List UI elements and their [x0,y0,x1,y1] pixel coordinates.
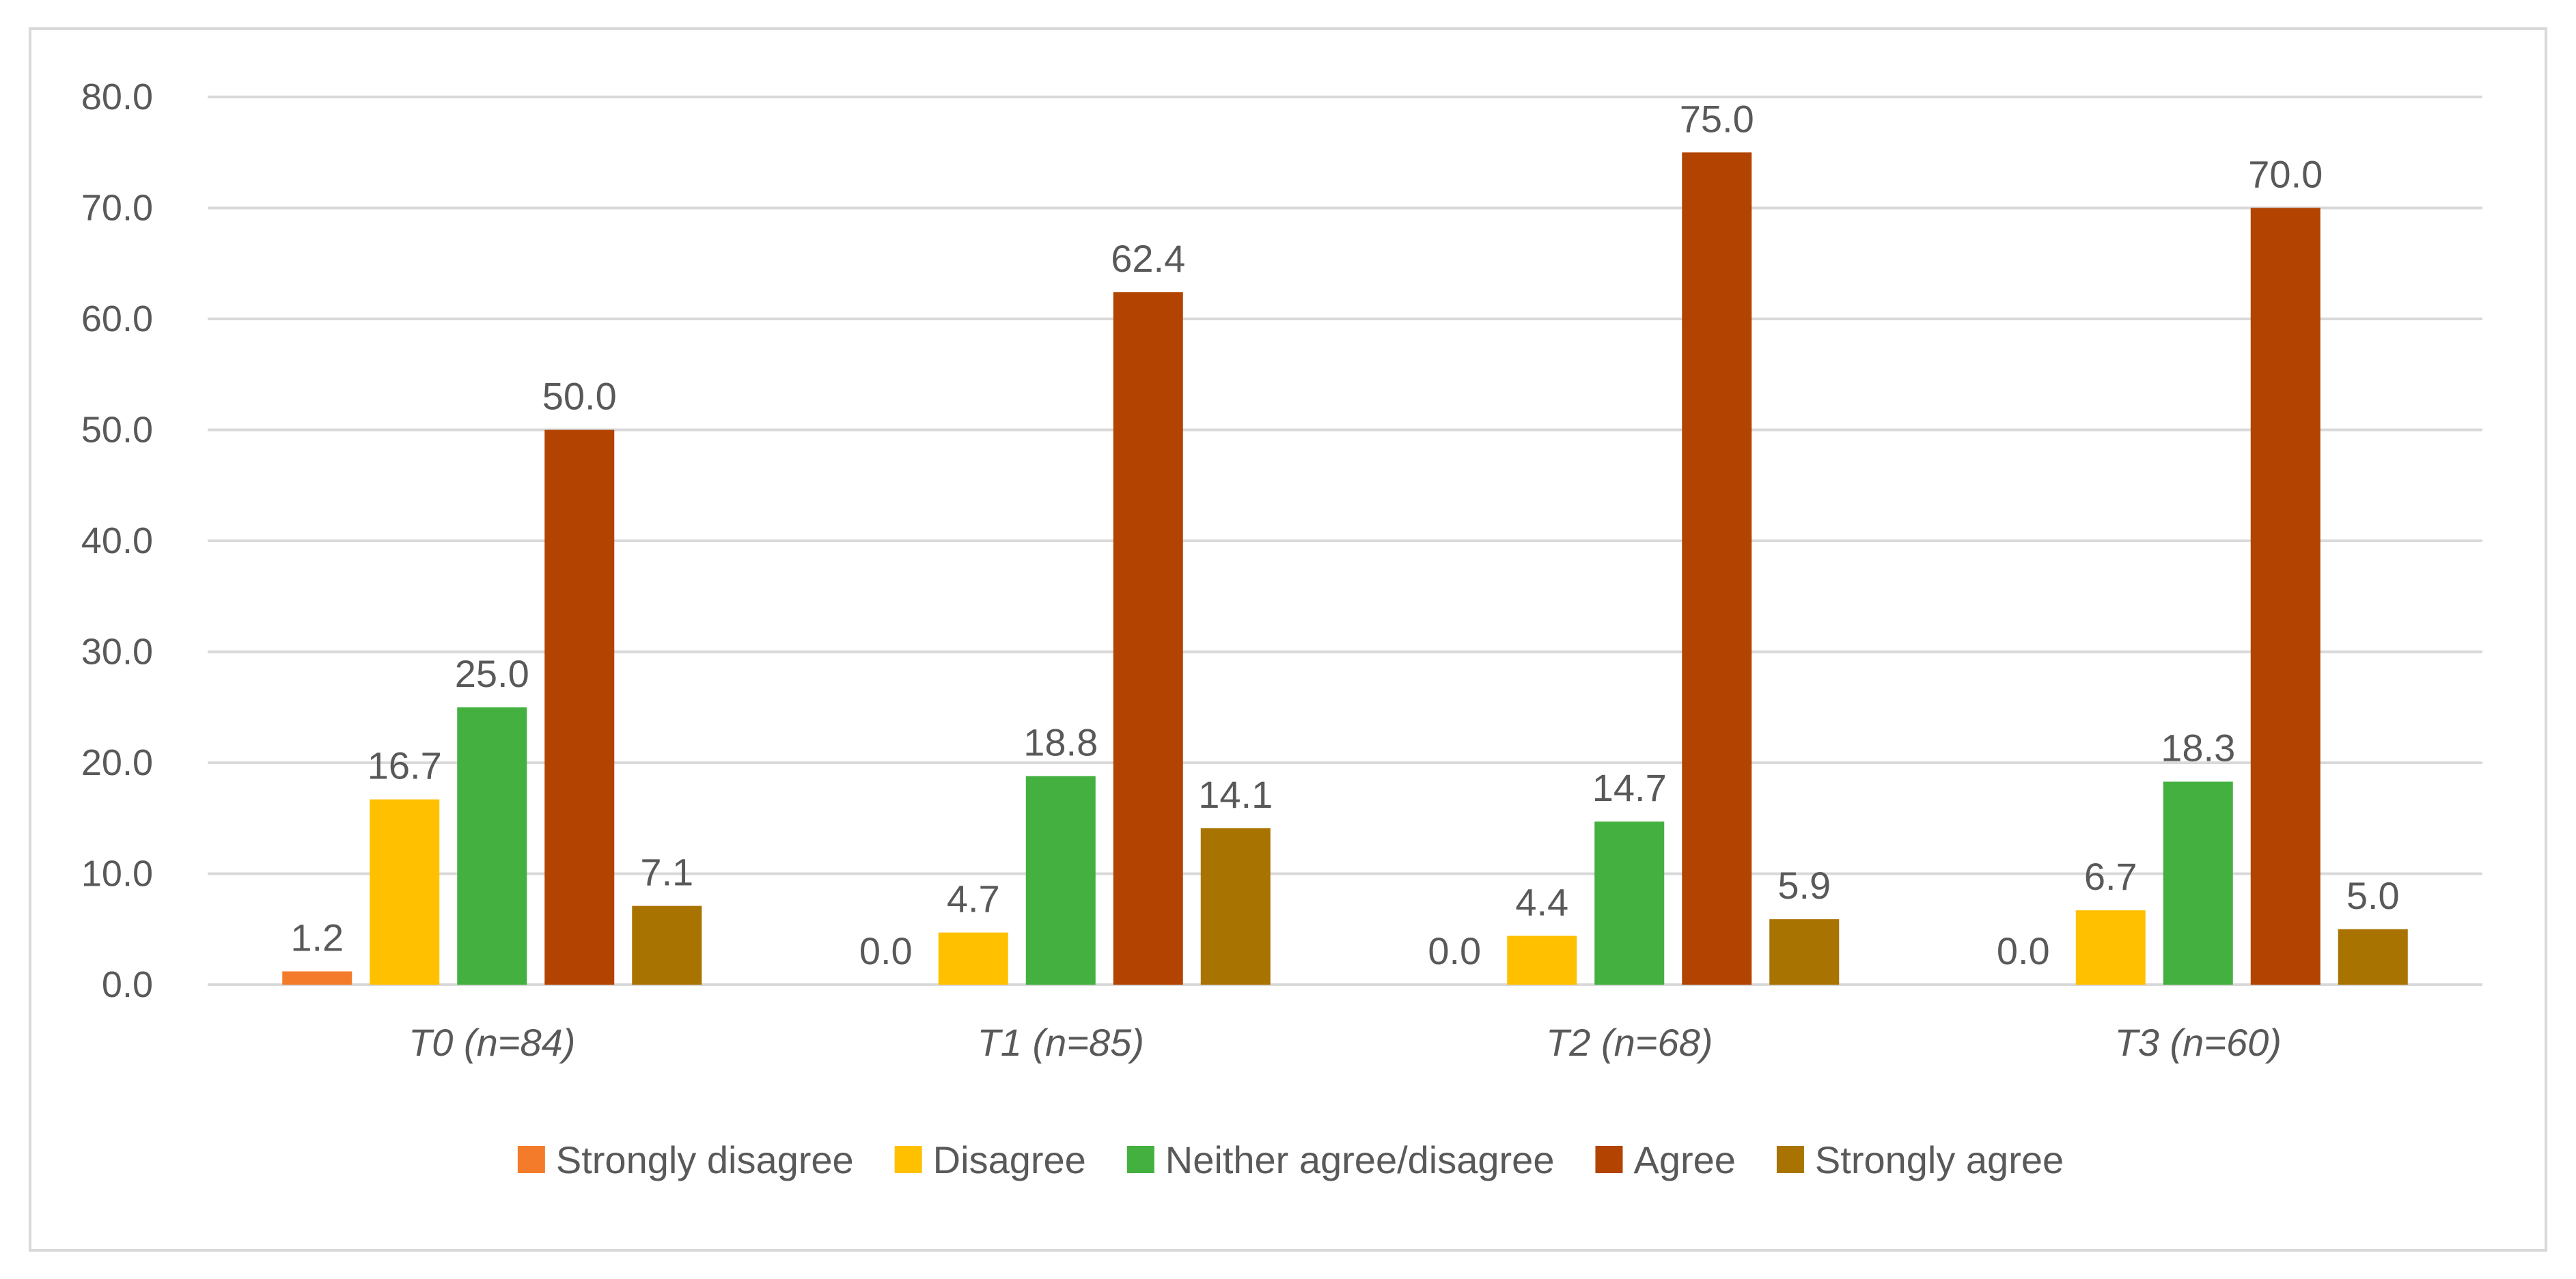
bars [282,152,2408,985]
bar-strongly-agree-1 [1200,828,1271,985]
bar-agree-0 [544,430,615,985]
legend-label: Neither agree/disagree [1165,1138,1555,1181]
chart-frame: 0.0 10.0 20.0 30.0 40.0 50.0 60.0 70.0 80.0 1.2 1… [29,27,2547,1252]
data-labels: 1.2 16.7 25.0 50.0 7.1 0.0 4.7 18.8 62.4 14.1 0.0 4… [290,97,2399,972]
data-label: 50.0 [542,375,617,418]
x-category-label: T2 (n=68) [1546,1021,1713,1064]
data-label: 18.3 [2161,727,2235,770]
y-tick-label: 30.0 [81,632,153,673]
data-label: 14.1 [1198,773,1273,816]
bar-disagree-3 [2075,910,2146,985]
data-label: 4.4 [1515,881,1568,924]
data-label: 4.7 [947,877,1000,920]
data-label: 0.0 [1428,929,1481,972]
data-label: 75.0 [1680,97,1754,140]
bar-strongly-agree-0 [632,905,702,985]
data-label: 5.9 [1777,864,1831,907]
bar-chart: 0.010.020.030.040.050.060.070.080.0 1.21… [81,76,2482,1181]
y-tick-label: 0.0 [102,964,153,1005]
bar-neither-agree-disagree-0 [457,707,527,985]
bar-disagree-0 [370,799,440,985]
bar-strongly-disagree-0 [282,971,352,985]
bar-disagree-2 [1507,936,1577,985]
legend-label: Disagree [933,1138,1086,1181]
bar-agree-1 [1113,292,1183,985]
y-tick-label: 60.0 [81,298,153,339]
legend-swatch [894,1146,922,1173]
bar-neither-agree-disagree-2 [1594,821,1665,985]
data-label: 6.7 [2084,855,2137,898]
legend-swatch [1595,1146,1623,1173]
legend-swatch [1126,1146,1154,1173]
data-label: 16.7 [368,744,442,787]
legend-swatch [1776,1146,1804,1173]
data-label: 62.4 [1111,237,1185,280]
bar-strongly-agree-3 [2338,929,2408,985]
data-label: 0.0 [859,929,913,972]
legend-item-neither-agree-disagree: Neither agree/disagree [1126,1138,1555,1181]
y-tick-label: 50.0 [81,410,153,451]
bar-agree-3 [2250,208,2321,985]
bar-agree-2 [1682,152,1752,985]
bar-disagree-1 [938,932,1008,985]
data-label: 18.8 [1023,721,1098,764]
legend-label: Agree [1633,1138,1735,1181]
y-tick-label: 20.0 [81,742,153,783]
x-category-label: T1 (n=85) [978,1021,1144,1064]
bar-neither-agree-disagree-1 [1025,776,1096,985]
legend-swatch [517,1146,545,1173]
y-tick-label: 70.0 [81,188,153,229]
legend-item-disagree: Disagree [894,1138,1086,1181]
data-label: 1.2 [290,916,344,959]
data-label: 7.1 [640,851,693,894]
legend-label: Strongly agree [1815,1138,2064,1181]
y-tick-label: 80.0 [81,76,153,117]
y-tick-label: 10.0 [81,854,153,895]
y-axis: 0.0 10.0 20.0 30.0 40.0 50.0 60.0 70.0 80.0 [81,76,153,1005]
bar-neither-agree-disagree-3 [2163,781,2233,985]
legend: Strongly disagree Disagree Neither agree/d… [517,1138,2064,1181]
data-label: 70.0 [2248,153,2323,196]
legend-label: Strongly disagree [556,1138,854,1181]
legend-item-strongly-disagree: Strongly disagree [517,1138,854,1181]
x-category-label: T0 (n=84) [408,1021,575,1064]
x-axis: T0 (n=84) T1 (n=85) T2 (n=68) T3 (n=60) [408,1021,2282,1064]
legend-item-strongly-agree: Strongly agree [1776,1138,2064,1181]
bar-strongly-agree-2 [1769,919,1840,985]
x-category-label: T3 (n=60) [2115,1021,2282,1064]
legend-item-agree: Agree [1595,1138,1736,1181]
data-label: 0.0 [1997,929,2050,972]
data-label: 5.0 [2346,874,2400,917]
y-tick-label: 40.0 [81,520,153,561]
data-label: 25.0 [455,652,529,695]
data-label: 14.7 [1592,766,1667,809]
